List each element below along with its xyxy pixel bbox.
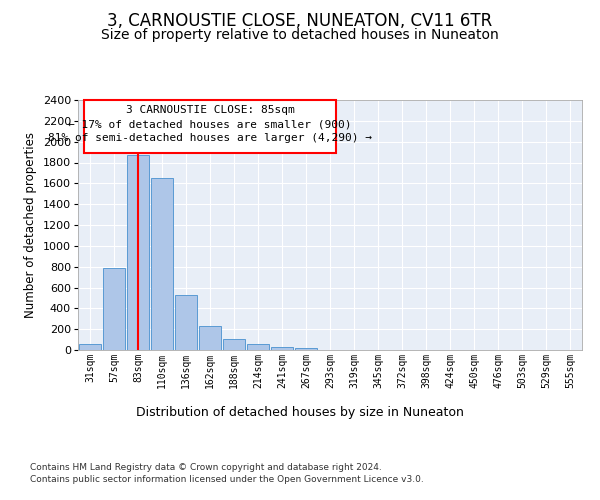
- Text: Contains public sector information licensed under the Open Government Licence v3: Contains public sector information licen…: [30, 476, 424, 484]
- Bar: [223, 339, 245, 350]
- Bar: [127, 155, 149, 350]
- Text: Contains HM Land Registry data © Crown copyright and database right 2024.: Contains HM Land Registry data © Crown c…: [30, 463, 382, 472]
- Bar: [295, 348, 317, 350]
- Text: ← 17% of detached houses are smaller (900): ← 17% of detached houses are smaller (90…: [68, 119, 352, 129]
- Y-axis label: Number of detached properties: Number of detached properties: [24, 132, 37, 318]
- Bar: [175, 295, 197, 350]
- Bar: [247, 344, 269, 350]
- Text: 81% of semi-detached houses are larger (4,290) →: 81% of semi-detached houses are larger (…: [48, 133, 372, 143]
- Bar: [79, 344, 101, 350]
- Bar: [271, 346, 293, 350]
- Bar: [103, 268, 125, 350]
- Text: 3, CARNOUSTIE CLOSE, NUNEATON, CV11 6TR: 3, CARNOUSTIE CLOSE, NUNEATON, CV11 6TR: [107, 12, 493, 30]
- Text: 3 CARNOUSTIE CLOSE: 85sqm: 3 CARNOUSTIE CLOSE: 85sqm: [125, 105, 295, 115]
- Text: Size of property relative to detached houses in Nuneaton: Size of property relative to detached ho…: [101, 28, 499, 42]
- Text: Distribution of detached houses by size in Nuneaton: Distribution of detached houses by size …: [136, 406, 464, 419]
- Bar: [199, 326, 221, 350]
- Bar: [151, 178, 173, 350]
